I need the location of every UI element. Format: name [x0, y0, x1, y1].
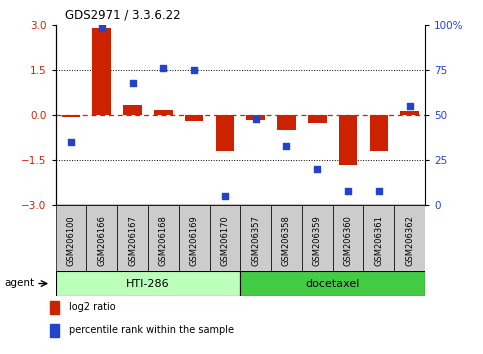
Bar [62, 115, 80, 116]
Text: GSM206360: GSM206360 [343, 215, 353, 266]
Bar [154, 110, 172, 115]
Text: GSM206100: GSM206100 [67, 215, 75, 266]
Text: GSM206357: GSM206357 [251, 215, 260, 266]
Bar [364, 205, 394, 271]
Point [283, 143, 290, 149]
Text: HTI-286: HTI-286 [126, 279, 170, 289]
Point [67, 139, 75, 145]
Point [375, 188, 383, 194]
Bar [86, 205, 117, 271]
Bar [179, 205, 210, 271]
Text: percentile rank within the sample: percentile rank within the sample [69, 325, 234, 335]
Bar [123, 104, 142, 115]
Text: GSM206169: GSM206169 [190, 215, 199, 266]
Text: GSM206361: GSM206361 [374, 215, 384, 266]
Bar [240, 271, 425, 296]
Text: docetaxel: docetaxel [305, 279, 360, 289]
Text: agent: agent [4, 278, 35, 288]
Bar [92, 28, 111, 115]
Bar [117, 205, 148, 271]
Bar [50, 301, 59, 314]
Bar [339, 115, 357, 165]
Text: GSM206168: GSM206168 [159, 215, 168, 266]
Point [406, 103, 413, 109]
Point [252, 116, 259, 121]
Point [344, 188, 352, 194]
Bar [210, 205, 240, 271]
Bar [271, 205, 302, 271]
Bar [215, 115, 234, 151]
Point [221, 193, 229, 199]
Text: log2 ratio: log2 ratio [69, 302, 115, 312]
Bar [240, 205, 271, 271]
Bar [400, 110, 419, 115]
Point [313, 166, 321, 172]
Bar [277, 115, 296, 130]
Bar [185, 115, 203, 121]
Bar [308, 115, 327, 122]
Point [159, 65, 167, 71]
Bar [246, 115, 265, 120]
Point [190, 67, 198, 73]
Text: GSM206170: GSM206170 [220, 215, 229, 266]
Point [128, 80, 136, 85]
Bar [148, 205, 179, 271]
Bar [50, 324, 59, 337]
Text: GSM206359: GSM206359 [313, 215, 322, 266]
Text: GSM206166: GSM206166 [97, 215, 106, 266]
Bar [302, 205, 333, 271]
Bar [394, 205, 425, 271]
Text: GSM206358: GSM206358 [282, 215, 291, 266]
Bar [56, 205, 86, 271]
Bar [56, 271, 241, 296]
Bar [333, 205, 364, 271]
Text: GDS2971 / 3.3.6.22: GDS2971 / 3.3.6.22 [65, 8, 181, 21]
Text: GSM206167: GSM206167 [128, 215, 137, 266]
Bar [369, 115, 388, 151]
Text: GSM206362: GSM206362 [405, 215, 414, 266]
Point [98, 25, 106, 31]
